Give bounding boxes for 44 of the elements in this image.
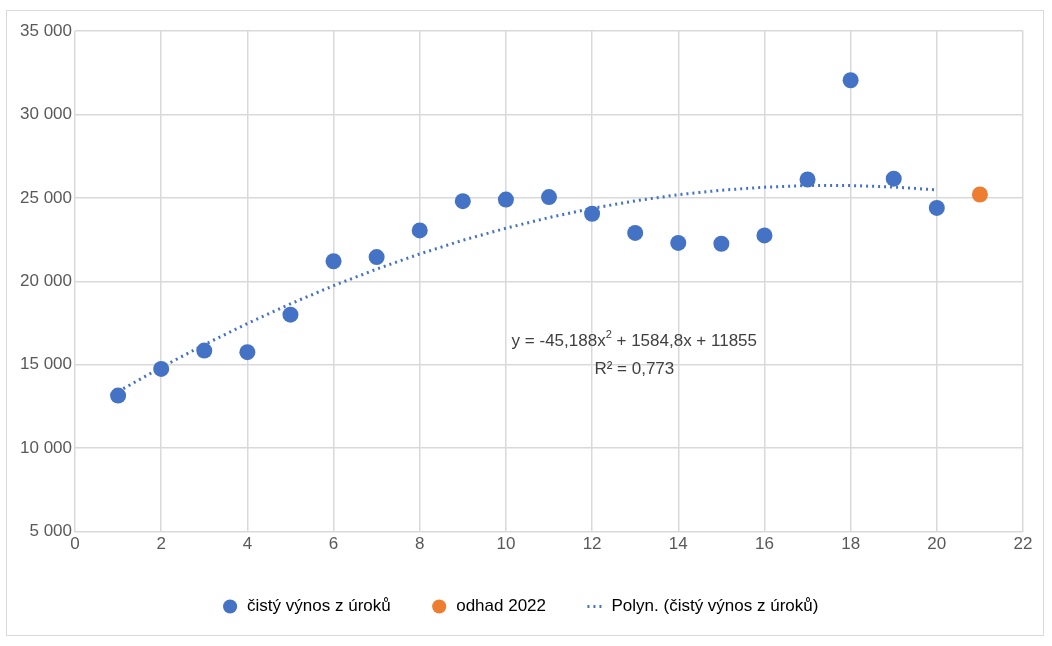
legend-label: čistý výnos z úroků	[247, 596, 391, 616]
point	[239, 344, 256, 361]
legend-label: odhad 2022	[456, 596, 547, 616]
point	[110, 387, 127, 404]
y-tick-label: 10 000	[20, 437, 72, 457]
point	[842, 72, 859, 89]
point	[971, 186, 988, 203]
y-tick-label: 25 000	[20, 187, 72, 207]
annotation: R² = 0,773	[594, 359, 675, 379]
x-tick-label: 2	[156, 534, 166, 554]
x-tick-label: 14	[668, 534, 688, 554]
point	[454, 193, 471, 210]
point	[368, 249, 385, 266]
point	[325, 253, 342, 270]
point	[584, 205, 601, 222]
point	[799, 171, 816, 188]
y-tick-label: 5 000	[29, 521, 72, 541]
point	[713, 235, 730, 252]
point	[411, 222, 428, 239]
legend-label: Polyn. (čistý výnos z úroků)	[611, 596, 819, 616]
y-tick-label: 20 000	[20, 270, 72, 290]
x-tick-label: 22	[1013, 534, 1033, 554]
point	[541, 189, 557, 206]
y-tick-label: 30 000	[20, 104, 72, 124]
x-tick-label: 20	[927, 534, 947, 554]
x-tick-label: 4	[242, 534, 253, 554]
x-tick-label: 0	[70, 534, 80, 554]
x-tick-label: 6	[328, 534, 339, 554]
y-tick-label: 35 000	[20, 20, 72, 40]
point	[756, 227, 773, 244]
point	[928, 199, 945, 216]
point	[885, 170, 902, 187]
x-tick-label: 16	[754, 534, 774, 554]
point	[196, 342, 213, 359]
x-tick-label: 10	[496, 534, 516, 554]
x-tick-label: 8	[414, 534, 425, 554]
x-tick-label: 18	[841, 534, 861, 554]
point	[153, 360, 170, 377]
point	[627, 224, 644, 241]
point	[670, 234, 687, 251]
x-tick-label: 12	[582, 534, 602, 554]
point	[497, 191, 514, 208]
point	[282, 306, 299, 323]
y-tick-label: 15 000	[20, 354, 72, 374]
